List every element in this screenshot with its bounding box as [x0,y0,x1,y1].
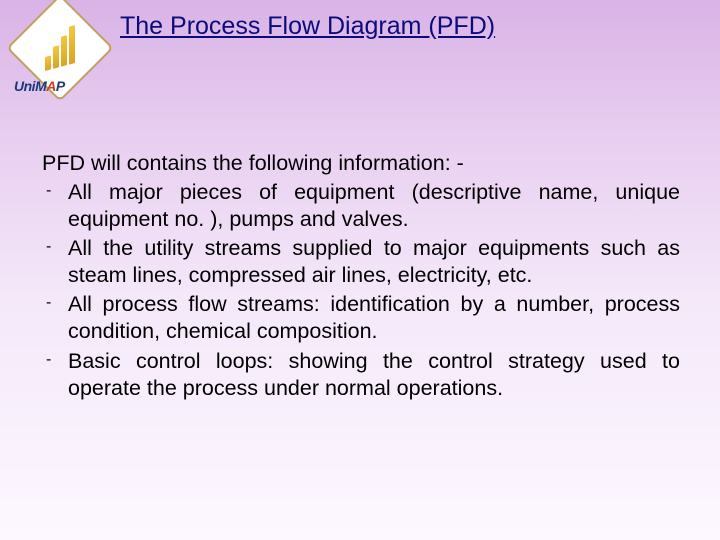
brand-logo: UniMAP [14,8,106,100]
unimap-bars-icon [32,20,88,76]
brand-prefix: Uni [14,78,35,94]
list-item: All major pieces of equipment (descripti… [68,179,680,233]
list-item: Basic control loops: showing the control… [68,348,680,402]
intro-line: PFD will contains the following informat… [42,150,680,177]
list-item: All process flow streams: identification… [68,291,680,345]
slide-title: The Process Flow Diagram (PFD) [120,12,495,41]
slide-body: PFD will contains the following informat… [42,150,680,404]
brand-letter-p: P [56,78,65,94]
brand-letter-a: A [46,78,56,94]
list-item: All the utility streams supplied to majo… [68,235,680,289]
brand-letter-m: M [35,78,46,94]
brand-text: UniMAP [14,78,65,94]
bullet-list: All major pieces of equipment (descripti… [42,179,680,402]
